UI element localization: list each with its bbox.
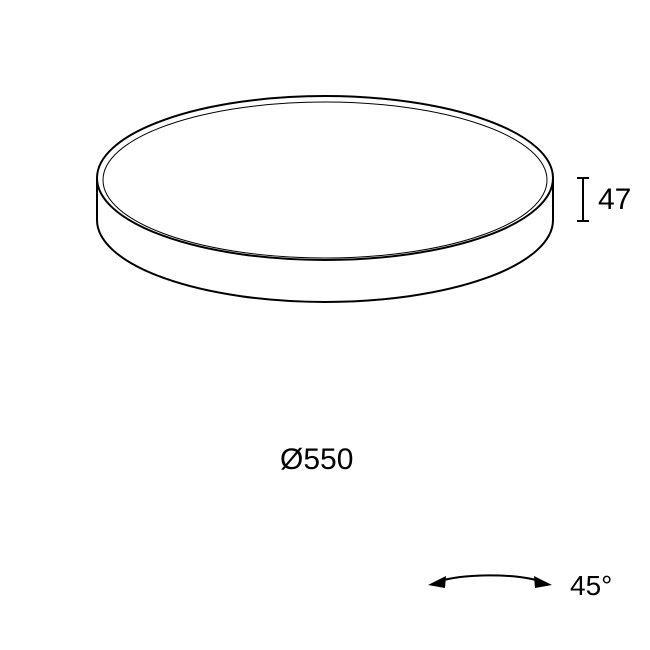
diagram-stage: 47 Ø550 45° bbox=[0, 0, 650, 650]
dim-height-label: 47 bbox=[598, 185, 631, 215]
rotation-arc bbox=[438, 575, 542, 582]
rotation-arrow-right bbox=[534, 576, 552, 588]
rotation-label: 45° bbox=[570, 572, 612, 600]
dim-diameter-label: Ø550 bbox=[280, 445, 353, 475]
rotation-arrow-left bbox=[428, 576, 446, 588]
drawing-svg bbox=[0, 0, 650, 650]
cylinder-top-ellipse bbox=[97, 96, 553, 260]
